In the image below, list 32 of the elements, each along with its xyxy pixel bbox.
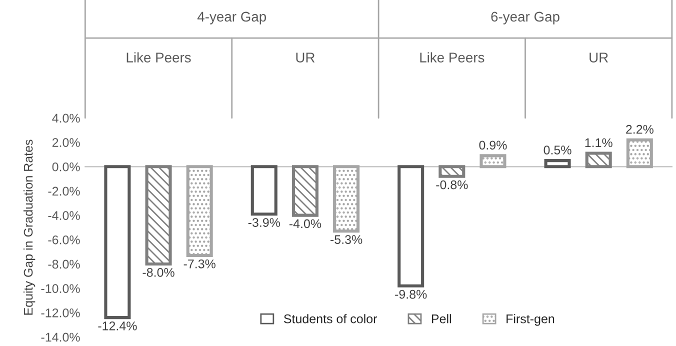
text: -7.3% (184, 259, 216, 268)
y-tick-label: -6.0% (48, 235, 80, 244)
y-tick-label: -12.0% (41, 308, 80, 318)
x-tick-label: UR (296, 52, 315, 62)
text: -0.8% (436, 180, 468, 190)
text: 0.9% (479, 140, 507, 150)
legend-label: Pell (432, 314, 451, 324)
text: 0.5% (544, 146, 572, 154)
text: 6-year Gap (491, 12, 560, 24)
y-tick-label: 2.0% (52, 138, 80, 147)
text: -8.0% (142, 268, 174, 277)
text: -12.4% (98, 322, 137, 330)
text: -3.9% (248, 218, 280, 227)
y-tick-label: -10.0% (41, 284, 80, 293)
y-tick-label: 0.0% (52, 162, 80, 172)
x-tick-label: Like Peers (126, 52, 191, 62)
y-tick-label: -14.0% (41, 332, 80, 342)
text: 4-year Gap (197, 12, 266, 24)
text: -9.8% (395, 290, 427, 299)
y-tick-label: -8.0% (48, 260, 80, 269)
y-tick-label: -4.0% (48, 211, 80, 220)
text: 2.2% (626, 124, 654, 134)
text: -4.0% (289, 219, 322, 228)
x-tick-label: UR (590, 52, 608, 62)
legend-label: Students of color (284, 314, 378, 324)
legend-label: First-gen (506, 314, 554, 326)
y-tick-label: -2.0% (48, 186, 80, 196)
x-tick-label: Like Peers (420, 52, 484, 62)
y-tick-label: 4.0% (52, 114, 80, 123)
text: -5.3% (330, 235, 362, 244)
y-axis-title: Equity Gap in Graduation Rates (24, 140, 36, 315)
text: 1.1% (585, 138, 612, 148)
